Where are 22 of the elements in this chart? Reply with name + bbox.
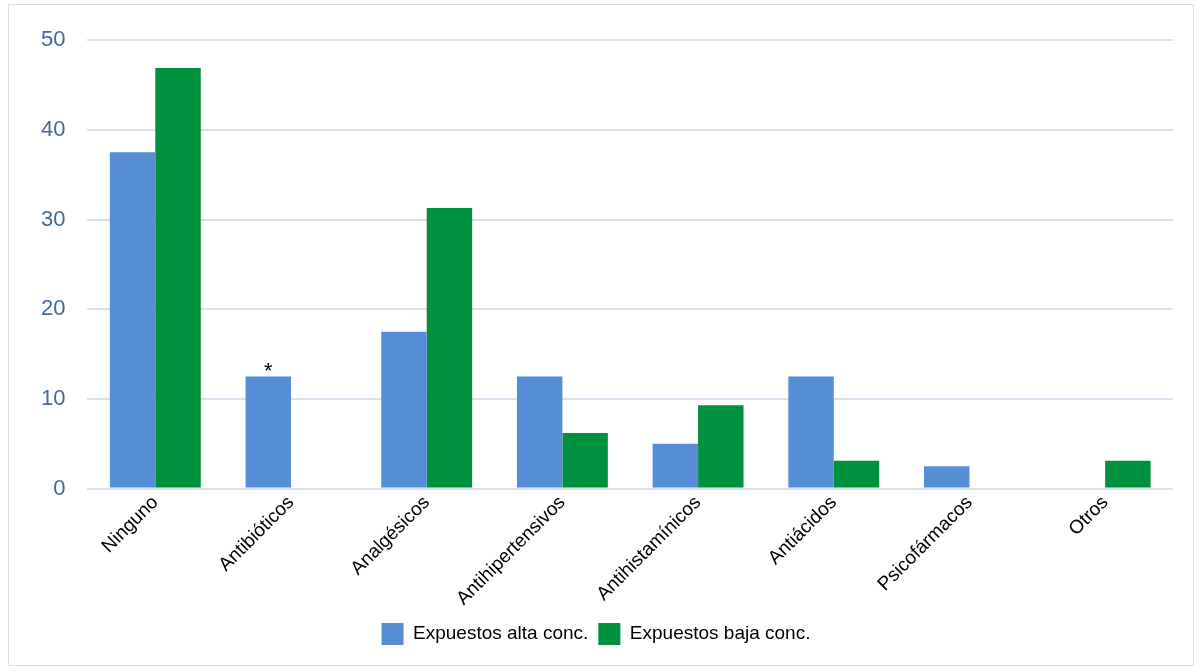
bar: [833, 460, 880, 488]
y-tick-label: 30: [40, 205, 66, 231]
bar: [381, 331, 427, 488]
bar: [788, 376, 834, 488]
annotation: *: [264, 357, 273, 383]
bar: [516, 376, 563, 488]
bar: [698, 405, 744, 488]
bar: [924, 466, 970, 488]
bar: [426, 207, 473, 488]
legend-label: Expuestos baja conc.: [629, 622, 811, 644]
bar: [245, 376, 292, 488]
y-tick-label: 0: [53, 474, 66, 500]
bar: [109, 152, 156, 488]
legend-label: Expuestos alta conc.: [413, 622, 589, 644]
bar: [155, 68, 201, 488]
y-tick-label: 50: [40, 26, 66, 52]
y-tick-label: 20: [40, 295, 66, 321]
bar: [562, 432, 608, 488]
bar: [652, 443, 699, 488]
y-tick-label: 40: [40, 115, 66, 141]
bar: [1105, 460, 1151, 488]
y-tick-label: 10: [40, 384, 66, 410]
